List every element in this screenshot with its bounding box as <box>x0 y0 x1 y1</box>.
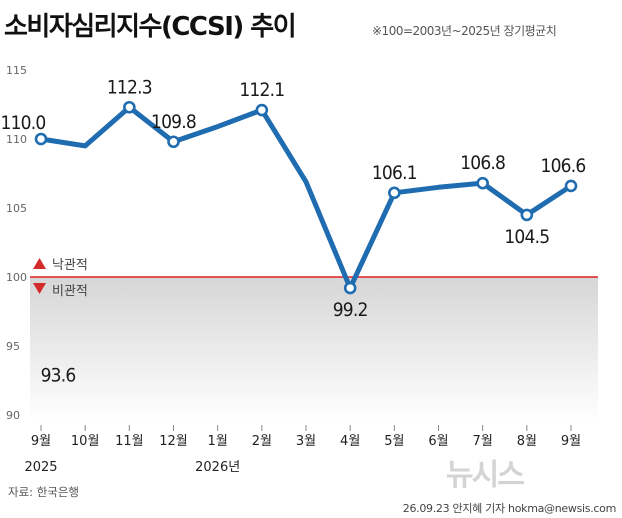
chart-title: 소비자심리지수(CCSI) 추이 <box>4 12 297 42</box>
x-tick-label: 10월 <box>71 434 100 449</box>
x-tick-label: 4월 <box>340 434 360 449</box>
x-axis: 9월 10월 11월 12월 1월 2월 3월 4월 5월 6월 7월 8월 9월 2025 2026년 <box>24 434 581 475</box>
data-label: 104.5 <box>504 226 549 248</box>
y-tick-label: 105 <box>6 202 27 215</box>
year-label: 2026년 <box>195 460 240 475</box>
x-tick-label: 3월 <box>296 434 316 449</box>
data-point-marker <box>388 186 401 200</box>
data-label: 110.0 <box>1 112 46 134</box>
title-bar: 소비자심리지수(CCSI) 추이 ※100=2003년~2025년 장기평균치 <box>0 0 622 48</box>
x-tick-label: 11월 <box>115 434 144 449</box>
x-tick-label: 2월 <box>252 434 272 449</box>
year-label: 2025 <box>24 460 57 475</box>
y-tick-label: 115 <box>6 64 27 77</box>
data-label: 99.2 <box>333 299 368 321</box>
below-baseline-region <box>30 277 598 421</box>
x-tick-label: 6월 <box>428 434 448 449</box>
gridlines <box>30 276 598 431</box>
x-tick-label: 12월 <box>159 434 188 449</box>
data-label: 112.3 <box>107 76 152 98</box>
legend-optimistic: 낙관적 <box>52 258 88 273</box>
x-tick-label: 7월 <box>473 434 493 449</box>
data-point-marker <box>476 176 489 190</box>
series-line-path <box>38 104 574 291</box>
x-tick-label: 5월 <box>384 434 404 449</box>
y-tick-label: 110 <box>6 133 27 146</box>
data-label: 106.6 <box>541 155 586 177</box>
data-point-marker <box>167 135 180 149</box>
x-tick-label: 9월 <box>31 434 51 449</box>
y-tick-label: 100 <box>6 271 27 284</box>
data-point-marker <box>255 103 269 117</box>
series-line <box>38 104 574 291</box>
y-tick-label: 90 <box>6 409 20 422</box>
data-labels: 110.0 112.3 109.8 112.1 99.2 106.1 106.8 104.5 1… <box>1 76 587 386</box>
legend-pessimistic: 비관적 <box>52 284 88 299</box>
data-point-marker <box>520 208 534 222</box>
y-tick-label: 95 <box>6 340 20 353</box>
x-tick-label: 8월 <box>517 434 537 449</box>
down-triangle-icon <box>33 283 46 294</box>
data-label: 106.1 <box>372 162 417 184</box>
data-point-marker <box>123 100 136 114</box>
data-label: 109.8 <box>151 111 196 133</box>
x-tick-label: 9월 <box>561 434 581 449</box>
source-note: 자료: 한국은행 <box>8 485 80 499</box>
data-label: 106.8 <box>460 152 505 174</box>
data-points <box>34 100 578 295</box>
newsis-watermark: 뉴시스 <box>446 458 525 493</box>
chart-subtitle: ※100=2003년~2025년 장기평균치 <box>372 24 557 38</box>
annotation-93-6: 93.6 <box>41 364 76 386</box>
data-point-marker <box>343 281 357 295</box>
up-triangle-icon <box>33 258 46 269</box>
y-axis: 90 95 100 105 110 115 <box>6 64 27 422</box>
credit-line: 26.09.23 안지혜 기자 hokma@newsis.com <box>402 502 617 515</box>
data-label: 112.1 <box>239 79 284 101</box>
data-point-marker <box>34 132 48 146</box>
chart-background <box>30 277 598 421</box>
data-point-marker <box>564 179 578 193</box>
x-tick-label: 1월 <box>208 434 228 449</box>
